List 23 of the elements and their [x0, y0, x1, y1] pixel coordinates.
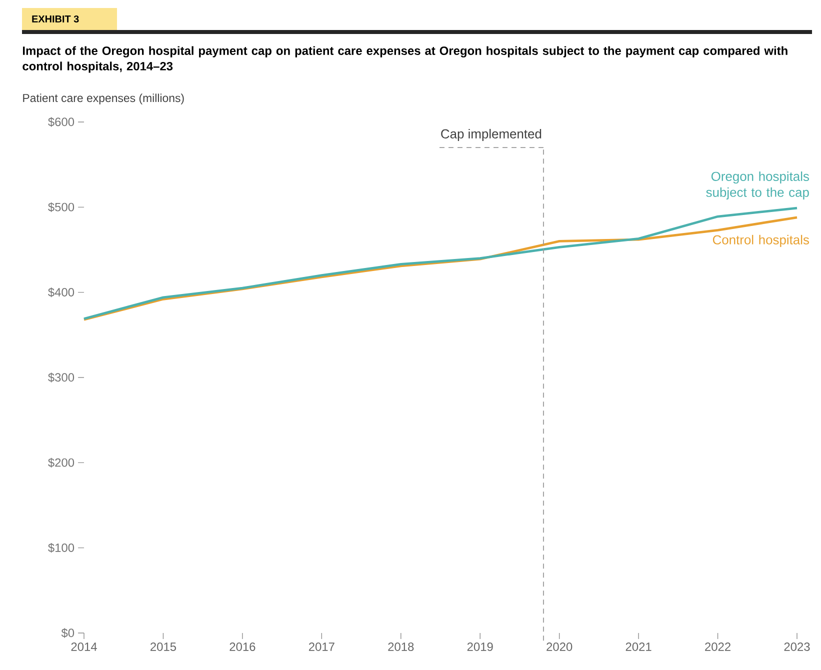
y-tick-label: $600	[48, 117, 74, 127]
x-tick-label: 2022	[705, 642, 730, 651]
x-tick-label: 2020	[546, 642, 572, 651]
x-tick-label: 2018	[388, 642, 414, 651]
x-tick-label: 2017	[308, 642, 334, 651]
x-tick-label: 2016	[230, 642, 256, 651]
ref-line-label: Cap implemented	[441, 128, 542, 142]
y-tick-label: $100	[48, 543, 74, 553]
x-tick-label: 2023	[784, 642, 810, 651]
y-tick-label: $400	[48, 287, 74, 298]
y-tick-label: $0	[61, 628, 74, 638]
series-label: Oregon hospitals subject to the cap	[706, 171, 809, 200]
x-tick-label: 2014	[71, 642, 97, 651]
x-tick-label: 2015	[150, 642, 176, 651]
y-tick-label: $200	[48, 458, 74, 468]
y-tick-label: $500	[48, 202, 74, 212]
series-label: Control hospitals	[712, 234, 809, 247]
chart-title: Impact of the Oregon hospital payment cap on patient care expenses at Oregon hospitals subject to the payment cap compared with control hospitals, 2014–23	[22, 46, 788, 73]
x-tick-label: 2019	[467, 642, 493, 651]
y-axis-title: Patient care expenses (millions)	[23, 94, 184, 104]
x-tick-label: 2021	[626, 642, 652, 651]
y-tick-label: $300	[48, 372, 74, 382]
text: EXHIBIT 3	[32, 15, 79, 23]
